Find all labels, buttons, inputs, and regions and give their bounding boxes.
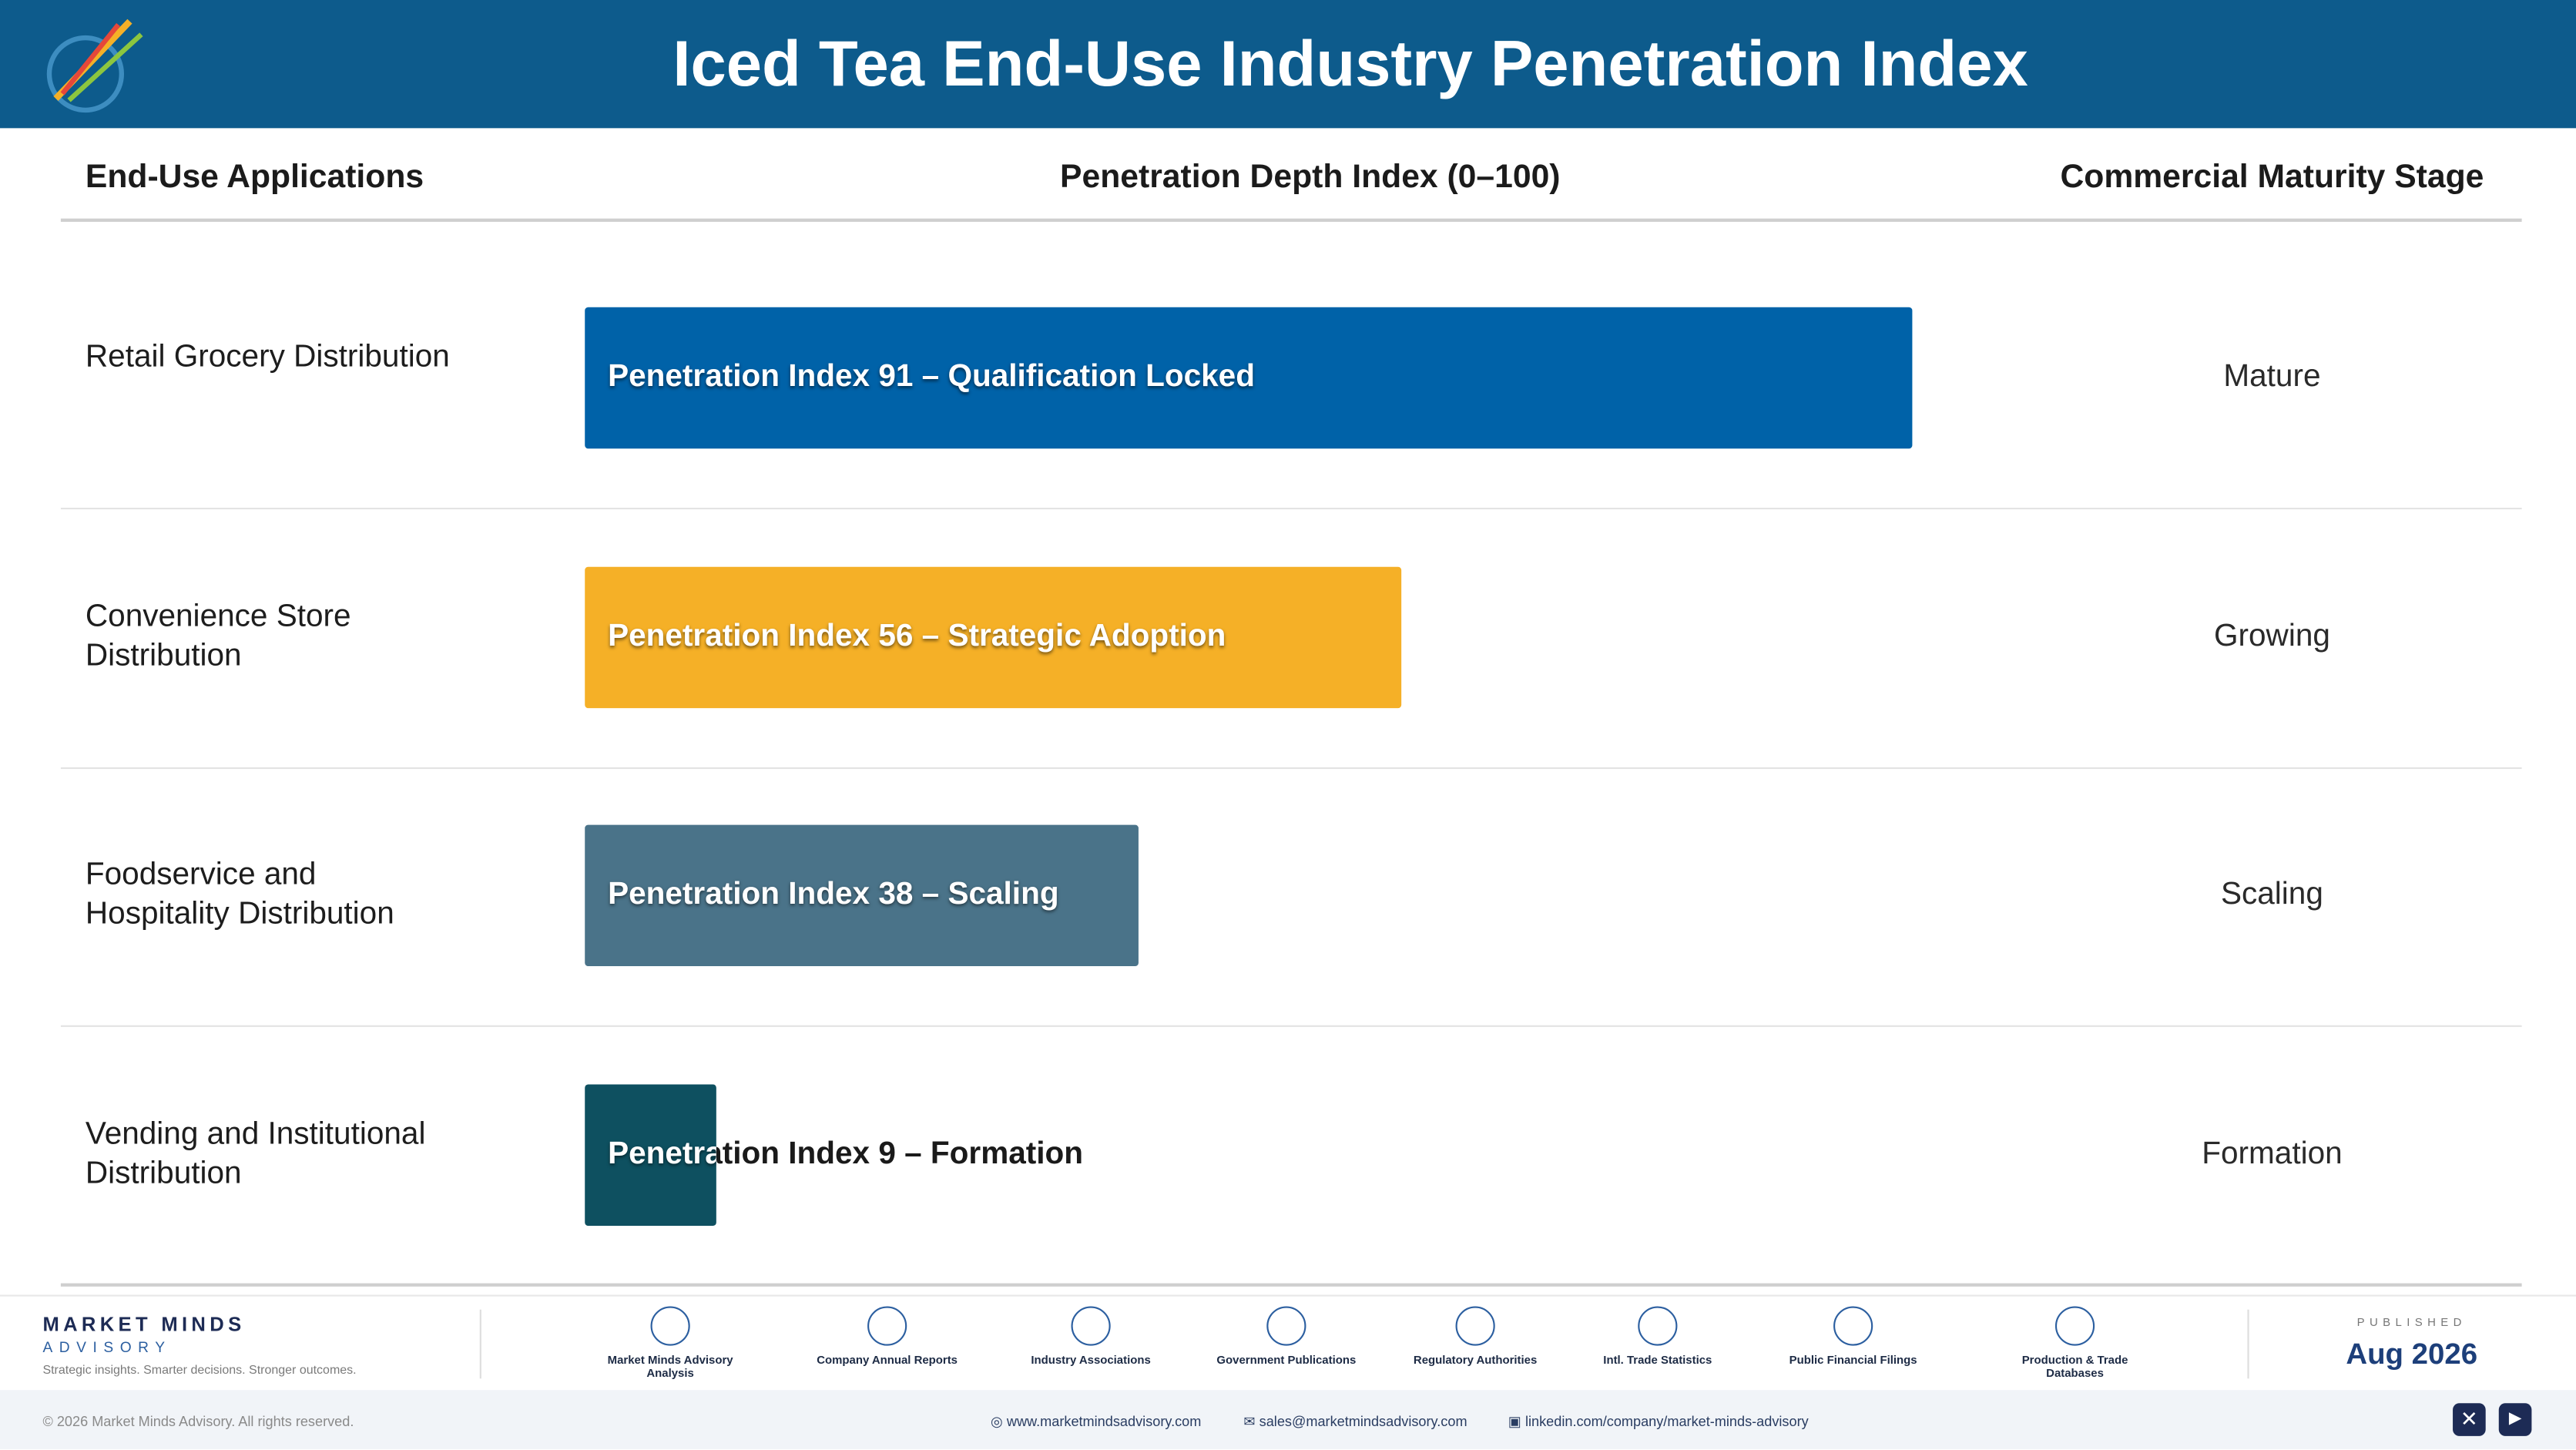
value-label: Penetration Index 91 – Qualification Loc… — [608, 360, 1255, 395]
category-label: Vending and Institutional Distribution — [85, 1116, 426, 1191]
stage-label: Growing — [2214, 619, 2330, 654]
source-label: Public Financial Filings — [1789, 1355, 1917, 1368]
bar: Penetration Index 38 – Scaling — [585, 825, 1139, 967]
published-label: PUBLISHED — [2356, 1317, 2467, 1330]
value-label: Penetration Index 56 – Strategic Adoptio… — [608, 619, 1226, 654]
source-label: Industry Associations — [1031, 1355, 1151, 1368]
footer: MARKET MINDS ADVISORY Strategic insights… — [0, 1294, 2576, 1392]
category-label: Retail Grocery Distribution — [85, 340, 450, 375]
row-divider — [60, 1025, 2522, 1027]
source-label: Company Annual Reports — [817, 1355, 958, 1368]
brand-sub: ADVISORY — [42, 1339, 172, 1356]
bar: Penetration Index 56 – Strategic Adoptio… — [585, 566, 1402, 708]
source-icon — [2054, 1306, 2095, 1346]
x-button[interactable]: ✕ — [2453, 1403, 2486, 1436]
source-label: Intl. Trade Statistics — [1603, 1355, 1712, 1368]
tagline: Strategic insights. Smarter decisions. S… — [42, 1361, 357, 1378]
source-icon — [1833, 1306, 1873, 1346]
youtube-button[interactable]: ▶ — [2498, 1403, 2532, 1436]
source-icon — [1071, 1306, 1111, 1346]
link-text[interactable]: sales@marketmindsadvisory.com — [1259, 1413, 1467, 1430]
logo — [46, 18, 143, 113]
stage-label: Scaling — [2220, 878, 2323, 913]
link[interactable]: ▣ linkedin.com/company/market-minds-advi… — [1508, 1413, 1809, 1430]
category-label: Foodservice and Hospitality Distribution — [85, 858, 394, 932]
link-text[interactable]: linkedin.com/company/market-minds-adviso… — [1524, 1413, 1809, 1430]
divider — [479, 1309, 481, 1379]
footer-bar: © 2026 Market Minds Advisory. All rights… — [0, 1390, 2576, 1449]
brand: MARKET MINDS — [42, 1312, 246, 1336]
row-divider — [60, 507, 2522, 510]
bar: Penetration Index 9 – Formation — [585, 1084, 716, 1226]
link[interactable]: ✉ sales@marketmindsadvisory.com — [1243, 1413, 1467, 1430]
published-date: Aug 2026 — [2346, 1337, 2478, 1371]
source-icon — [1638, 1306, 1678, 1346]
source-icon — [867, 1306, 907, 1346]
row-divider — [60, 766, 2522, 769]
column-header: End-Use Applications — [85, 159, 424, 196]
source-icon — [650, 1306, 690, 1346]
value-label: Penetration Index 9 – Formation — [608, 1136, 716, 1172]
header-rule — [60, 218, 2522, 222]
category-label: Convenience Store Distribution — [85, 599, 351, 673]
header-bar: Iced Tea End-Use Industry Penetration In… — [0, 0, 2576, 129]
source-label: Regulatory Authorities — [1413, 1355, 1538, 1368]
divider — [2247, 1309, 2249, 1379]
column-header: Commercial Maturity Stage — [2060, 159, 2484, 196]
source-label: Production & Trade Databases — [2021, 1355, 2128, 1381]
table-rule — [60, 1283, 2522, 1287]
copyright: © 2026 Market Minds Advisory. All rights… — [42, 1413, 354, 1430]
link[interactable]: ◎ www.marketmindsadvisory.com — [990, 1413, 1202, 1430]
chart-title: Iced Tea End-Use Industry Penetration In… — [673, 29, 2028, 101]
value-label: Penetration Index 38 – Scaling — [608, 878, 1059, 913]
bar: Penetration Index 91 – Qualification Loc… — [585, 307, 1913, 449]
source-label: Government Publications — [1216, 1355, 1357, 1368]
column-header: Penetration Depth Index (0–100) — [1060, 159, 1561, 196]
source-label: Market Minds Advisory Analysis — [607, 1355, 733, 1381]
stage-label: Formation — [2202, 1136, 2343, 1172]
source-icon — [1266, 1306, 1306, 1346]
source-icon — [1455, 1306, 1495, 1346]
link-text[interactable]: www.marketmindsadvisory.com — [1006, 1413, 1202, 1430]
stage-label: Mature — [2223, 360, 2321, 395]
